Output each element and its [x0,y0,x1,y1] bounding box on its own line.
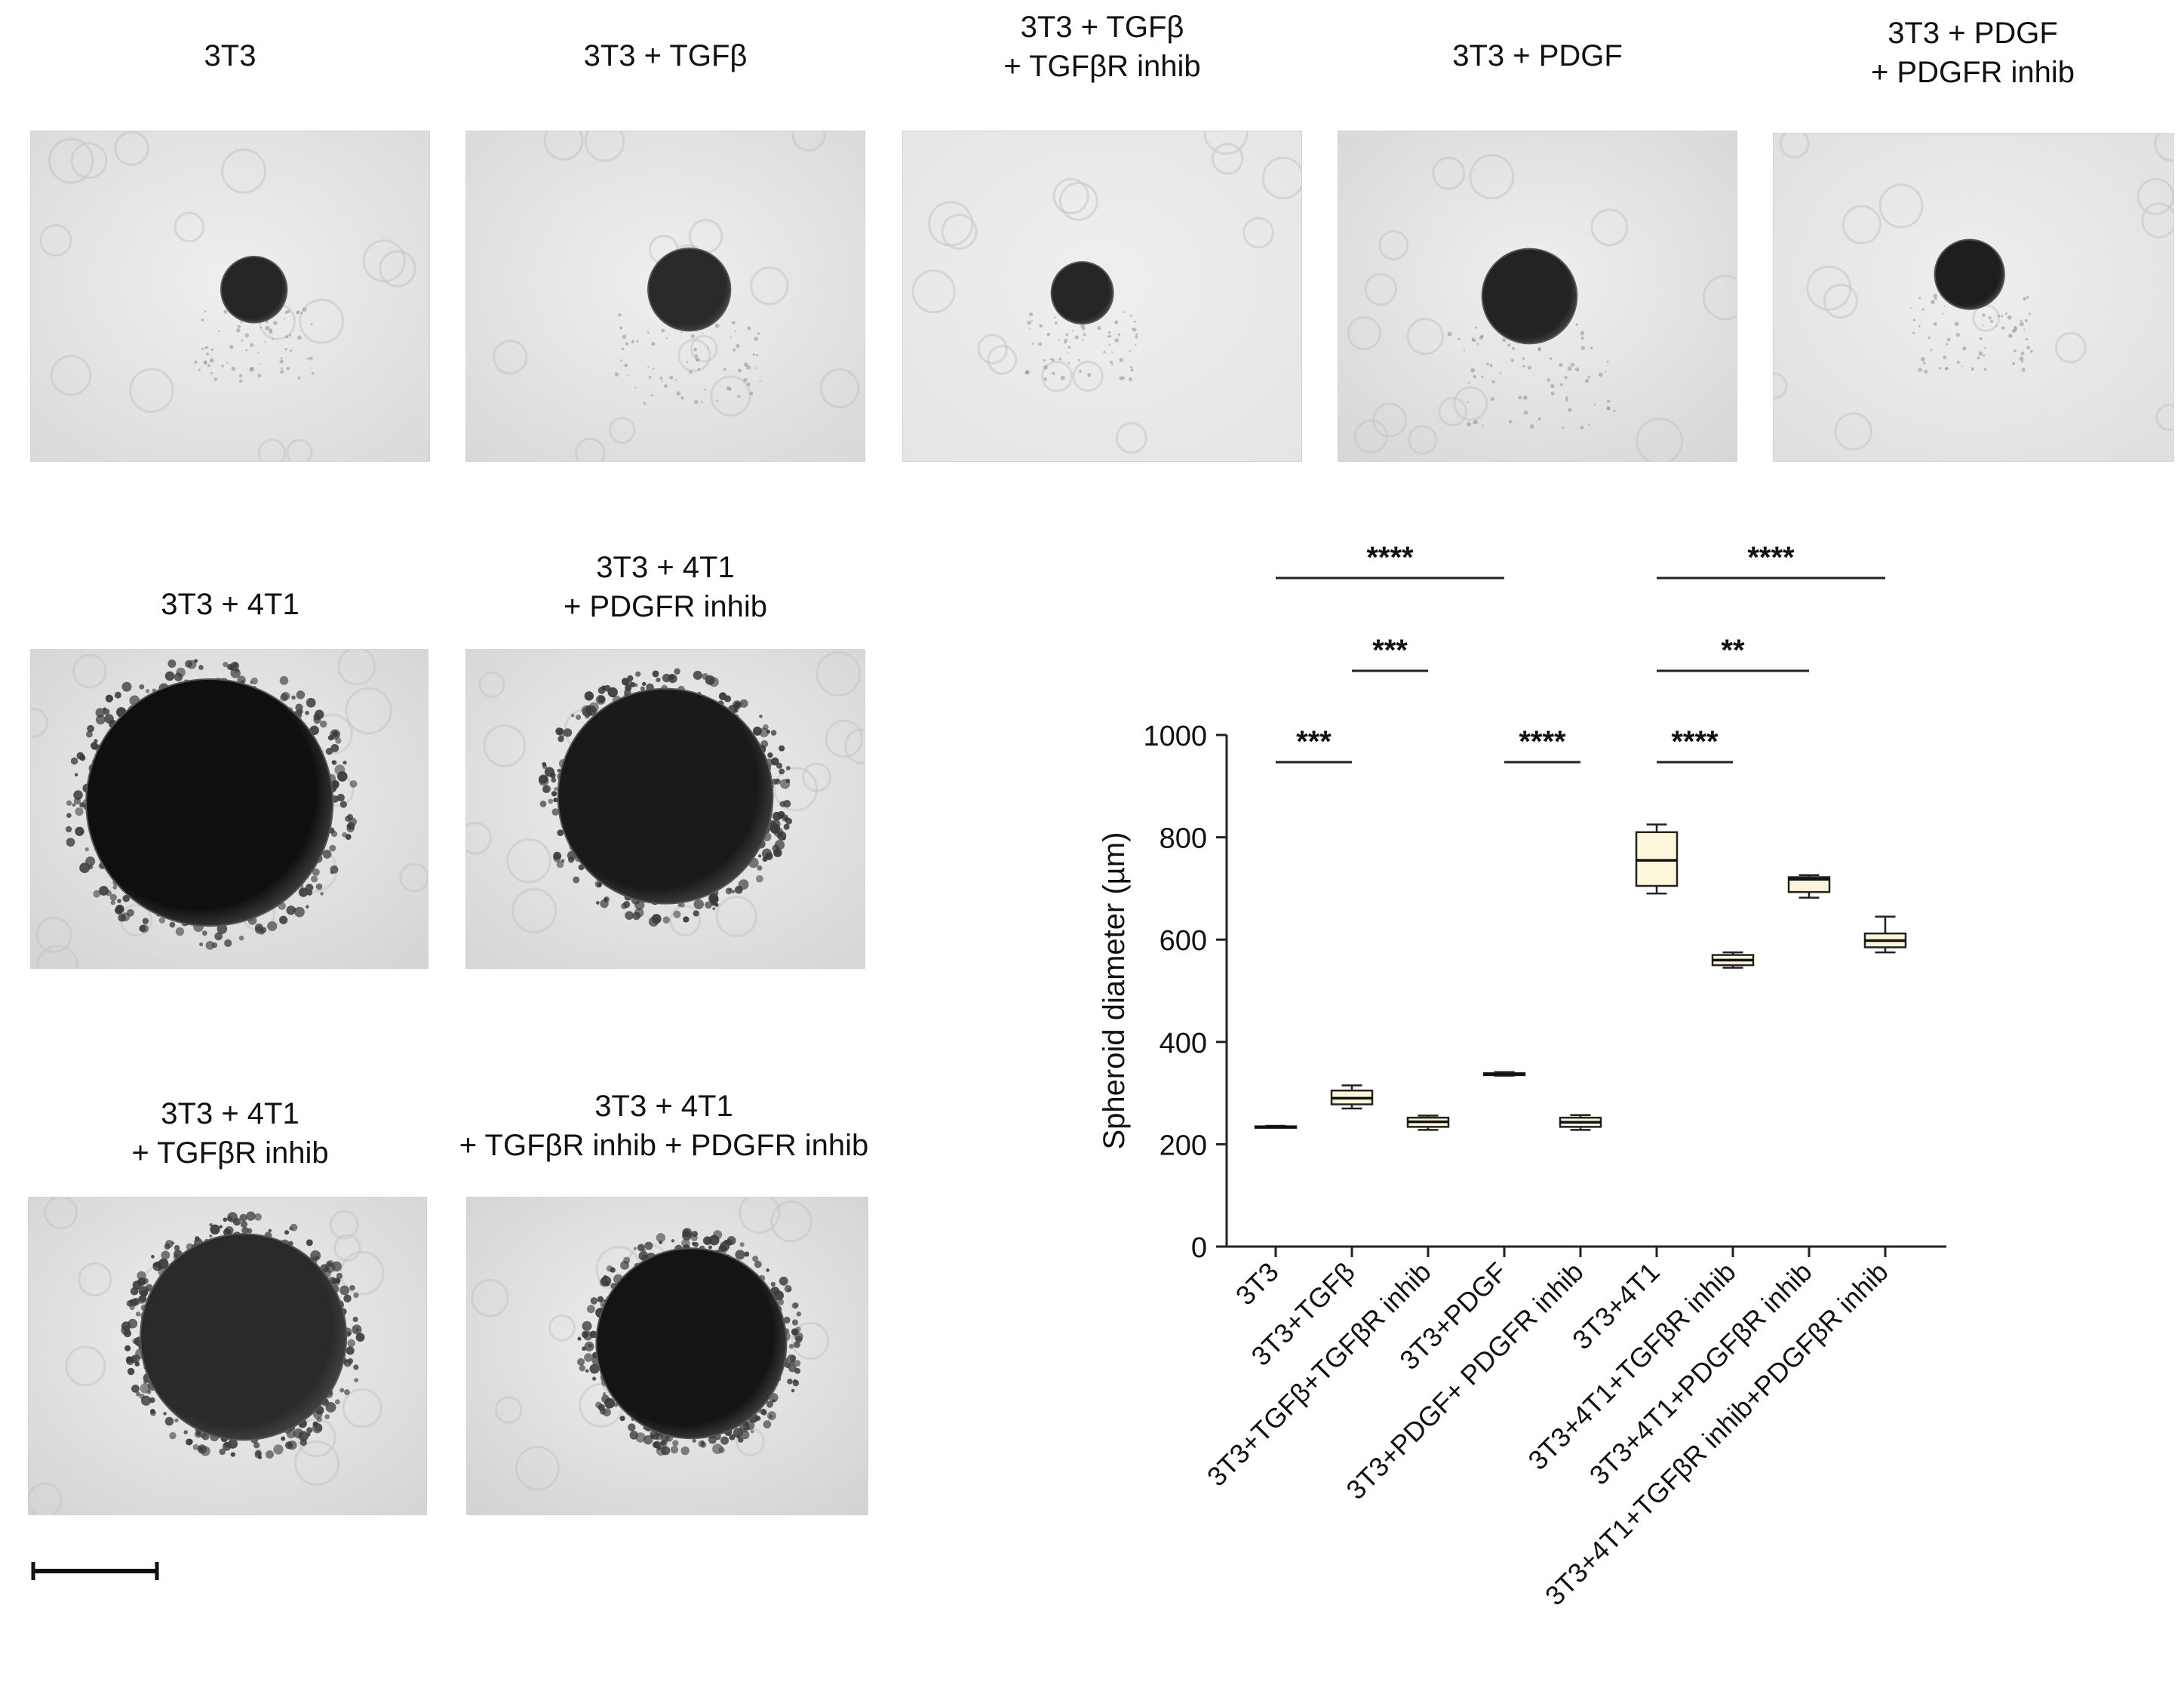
box-body [1863,932,1907,949]
caption-3t3-pdgf-pdgfr-inhib: 3T3 + PDGF + PDGFR inhib [1773,14,2173,92]
micrograph-3t3-pdgf-pdgfr-inhib [1773,133,2174,462]
significance-label: **** [1366,541,1414,574]
box-3 [1482,1071,1526,1077]
micrograph-3t3-tgfb-tgfbr-inhib [902,131,1302,462]
x-tick-label: 3T3+4T1 [1566,1256,1666,1356]
box-body [1635,831,1679,887]
box-body [1787,876,1831,893]
y-axis-label: Spheroid diameter (µm) [1098,832,1131,1150]
caption-line: 3T3 + PDGF [1452,39,1623,72]
box-0 [1254,1124,1298,1129]
significance-label: *** [1296,725,1332,758]
caption-line: 3T3 + 4T1 [161,588,299,621]
x-tick-label: 3T3+4T1+PDGFβR inhib [1583,1256,1818,1491]
y-tick-label: 0 [1191,1232,1207,1264]
y-tick-label: 200 [1160,1130,1207,1161]
significance-label: ** [1721,634,1745,667]
caption-line: 3T3 + 4T1 [594,1090,733,1123]
box-body [1559,1116,1602,1128]
x-tick-label: 3T3+4T1+TGFβR inhib [1522,1256,1741,1476]
micrograph-3t3-4t1-tgfbr-inhib [28,1197,427,1515]
micrograph-3t3-4t1-tgfbr-pdgfr-inhib [466,1197,868,1515]
y-tick-label: 800 [1160,823,1207,855]
micrograph-3t3-tgfb [465,131,865,462]
y-tick-label: 600 [1160,925,1207,957]
caption-line: 3T3 + TGFβ [1020,11,1184,44]
box-5 [1635,823,1679,895]
scale-bar [31,1562,159,1580]
caption-line: + PDGFR inhib [563,590,768,623]
box-body [1711,954,1755,967]
micrograph-3t3 [30,131,430,462]
caption-line: + PDGFR inhib [1870,56,2075,89]
caption-line: 3T3 + 4T1 [161,1097,299,1130]
box-4 [1559,1114,1602,1131]
caption-line: 3T3 + 4T1 [596,551,735,584]
box-6 [1711,951,1755,969]
y-tick-label: 400 [1160,1028,1207,1059]
caption-line: + TGFβR inhib + PDGFR inhib [459,1129,869,1162]
micrograph-3t3-pdgf [1338,131,1737,462]
y-tick-label: 1000 [1143,721,1207,752]
box-body [1254,1125,1298,1129]
x-tick-label: 3T3+PDGF+ PDGFR inhib [1340,1256,1589,1505]
box-8 [1863,915,1907,954]
significance-label: **** [1671,725,1719,758]
significance-label: **** [1519,725,1566,758]
x-tick-label: 3T3+PDGF [1393,1256,1513,1376]
box-1 [1330,1084,1374,1110]
caption-line: + TGFβR inhib [1003,50,1201,83]
x-tick-label: 3T3 [1230,1256,1285,1311]
micrograph-3t3-4t1 [30,649,429,969]
caption-line: 3T3 + TGFβ [583,39,748,72]
box-body [1482,1072,1526,1077]
x-tick-label: 3T3+TGFβ [1245,1256,1360,1372]
caption-3t3-pdgf: 3T3 + PDGF [1338,36,1737,75]
caption-3t3: 3T3 [30,36,430,75]
box-7 [1787,874,1831,899]
box-body [1406,1116,1450,1128]
micrograph-3t3-4t1-pdgfr-inhib [465,649,865,969]
significance-label: *** [1372,634,1408,667]
caption-3t3-4t1-tgfbr-inhib: 3T3 + 4T1 + TGFβR inhib [30,1094,430,1173]
caption-3t3-tgfb-tgfbr-inhib: 3T3 + TGFβ + TGFβR inhib [902,8,1302,86]
caption-line: 3T3 [204,39,256,72]
caption-3t3-4t1-tgfbr-pdgfr-inhib: 3T3 + 4T1 + TGFβR inhib + PDGFR inhib [422,1087,905,1165]
x-tick-label: 3T3+4T1+TGFβR inhib+PDGFβR inhib [1539,1256,1894,1612]
caption-line: + TGFβR inhib [131,1136,329,1170]
caption-3t3-4t1-pdgfr-inhib: 3T3 + 4T1 + PDGFR inhib [465,548,865,626]
caption-3t3-4t1: 3T3 + 4T1 [30,585,430,624]
caption-line: 3T3 + PDGF [1888,17,2058,50]
significance-label: **** [1747,541,1795,574]
box-body [1330,1089,1374,1105]
x-tick-label: 3T3+TGFβ+TGFβR inhib [1201,1256,1437,1493]
box-2 [1406,1115,1450,1131]
caption-3t3-tgfb: 3T3 + TGFβ [465,36,865,75]
